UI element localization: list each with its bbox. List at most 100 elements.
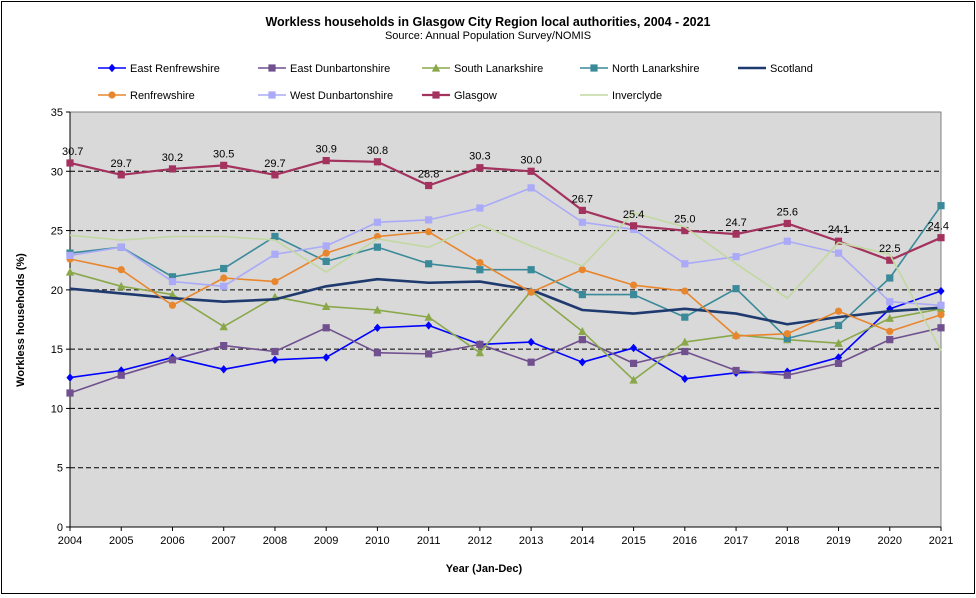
data-point-glasgow [476,164,484,172]
data-point-west-dunbartonshire [681,260,689,268]
data-point-glasgow [681,226,689,235]
data-point-east-renfrewshire [937,286,945,296]
data-label: 29.7 [264,158,285,170]
data-label: 30.0 [520,154,541,166]
series-line-west-dunbartonshire [69,187,942,307]
data-point-east-renfrewshire [834,353,843,362]
x-tick-label: 2008 [263,535,287,547]
y-axis: 0 5 10 15 20 25 30 35 [51,107,71,534]
data-point-renfrewshire [168,301,177,309]
series-line-east-renfrewshire [69,290,942,380]
data-point-east-dunbartonshire [373,349,382,357]
data-point-renfrewshire [629,281,638,289]
legend-marker-south-lanarkshire [431,63,441,72]
data-point-east-dunbartonshire [476,340,484,348]
data-point-renfrewshire [937,311,945,319]
data-point-south-lanarkshire [117,281,126,290]
legend-label: Scotland [770,63,813,75]
data-point-north-lanarkshire [271,232,279,241]
data-point-east-dunbartonshire [834,359,843,367]
data-point-renfrewshire [271,277,279,286]
data-point-south-lanarkshire [424,312,433,321]
data-point-glasgow [732,230,740,238]
data-point-north-lanarkshire [937,202,945,210]
data-point-north-lanarkshire [220,264,228,273]
data-point-east-dunbartonshire [425,350,433,358]
legend-marker-west-dunbartonshire [268,91,276,99]
legend-label: Renfrewshire [130,90,195,102]
data-point-glasgow [322,157,330,165]
data-point-renfrewshire [476,258,484,267]
legend-label: East Dunbartonshire [290,63,390,75]
data-point-east-dunbartonshire [66,389,74,397]
legend-label: East Renfrewshire [130,63,220,75]
x-tick-label: 2005 [109,535,133,547]
x-tick-label: 2004 [58,535,82,547]
chart-subtitle: Source: Annual Population Survey/NOMIS [385,30,591,42]
series-line-north-lanarkshire [69,205,942,340]
data-point-west-dunbartonshire [117,243,125,251]
data-point-glasgow [578,206,586,215]
data-point-renfrewshire [117,266,125,274]
x-tick-label: 2015 [621,535,645,547]
y-tick-label: 10 [51,403,63,415]
data-label: 30.2 [162,152,183,164]
data-point-east-dunbartonshire [629,359,638,367]
x-tick-label: 2017 [724,535,748,547]
data-point-renfrewshire [373,232,382,241]
x-tick-label: 2007 [211,535,235,547]
data-point-glasgow [271,171,279,179]
legend: East Renfrewshire East Dunbartonshire Sout… [98,63,813,102]
data-label: 30.7 [62,146,83,158]
series-line-inverclyde [69,211,942,351]
series-line-south-lanarkshire [69,271,942,381]
chart-title: Workless households in Glasgow City Regi… [265,15,710,29]
series-west-dunbartonshire [66,184,945,309]
data-label: 22.5 [879,243,900,255]
data-point-north-lanarkshire [783,334,791,343]
data-label: 25.0 [674,214,695,226]
data-label: 24.4 [928,221,949,233]
data-point-east-renfrewshire [425,321,433,330]
data-point-east-renfrewshire [681,374,689,383]
y-tick-label: 25 [51,226,63,238]
data-point-east-renfrewshire [66,373,74,382]
data-point-south-lanarkshire [475,348,485,357]
data-label: 26.7 [572,193,593,205]
legend-marker-east-renfrewshire [108,63,116,73]
data-point-south-lanarkshire [680,337,690,346]
series-renfrewshire [66,228,945,340]
data-point-glasgow [783,219,791,228]
data-point-east-dunbartonshire [527,358,535,366]
y-tick-label: 5 [57,463,63,475]
data-label: 24.7 [725,217,746,229]
data-point-west-dunbartonshire [886,298,894,306]
x-tick-label: 2009 [314,535,338,547]
x-axis-label: Year (Jan-Dec) [446,563,523,575]
data-point-glasgow [527,167,535,175]
legend-label: Inverclyde [612,90,662,102]
plot-area [69,111,942,528]
data-point-south-lanarkshire [168,290,177,299]
gridlines [70,170,941,469]
legend-item-east-renfrewshire: East Renfrewshire [98,63,220,75]
legend-label: West Dunbartonshire [290,90,393,102]
legend-item-south-lanarkshire: South Lanarkshire [422,63,543,75]
data-label: 24.1 [828,224,849,236]
data-point-east-dunbartonshire [783,371,791,379]
y-tick-label: 0 [57,522,63,534]
data-point-renfrewshire [886,327,894,335]
data-point-east-renfrewshire [578,357,586,367]
series-inverclyde [69,211,942,351]
x-axis: 2004 2005 2006 2007 2008 2009 2010 2011 2012 2013… [58,526,953,547]
data-point-renfrewshire [425,228,433,236]
y-tick-label: 20 [51,285,63,297]
data-point-east-renfrewshire [629,343,638,353]
series-glasgow [66,157,945,264]
x-tick-label: 2011 [417,535,441,547]
data-point-east-renfrewshire [527,337,535,347]
data-point-west-dunbartonshire [527,184,535,192]
data-point-glasgow [629,222,638,230]
data-point-renfrewshire [527,288,535,296]
legend-marker-east-dunbartonshire [268,64,276,72]
